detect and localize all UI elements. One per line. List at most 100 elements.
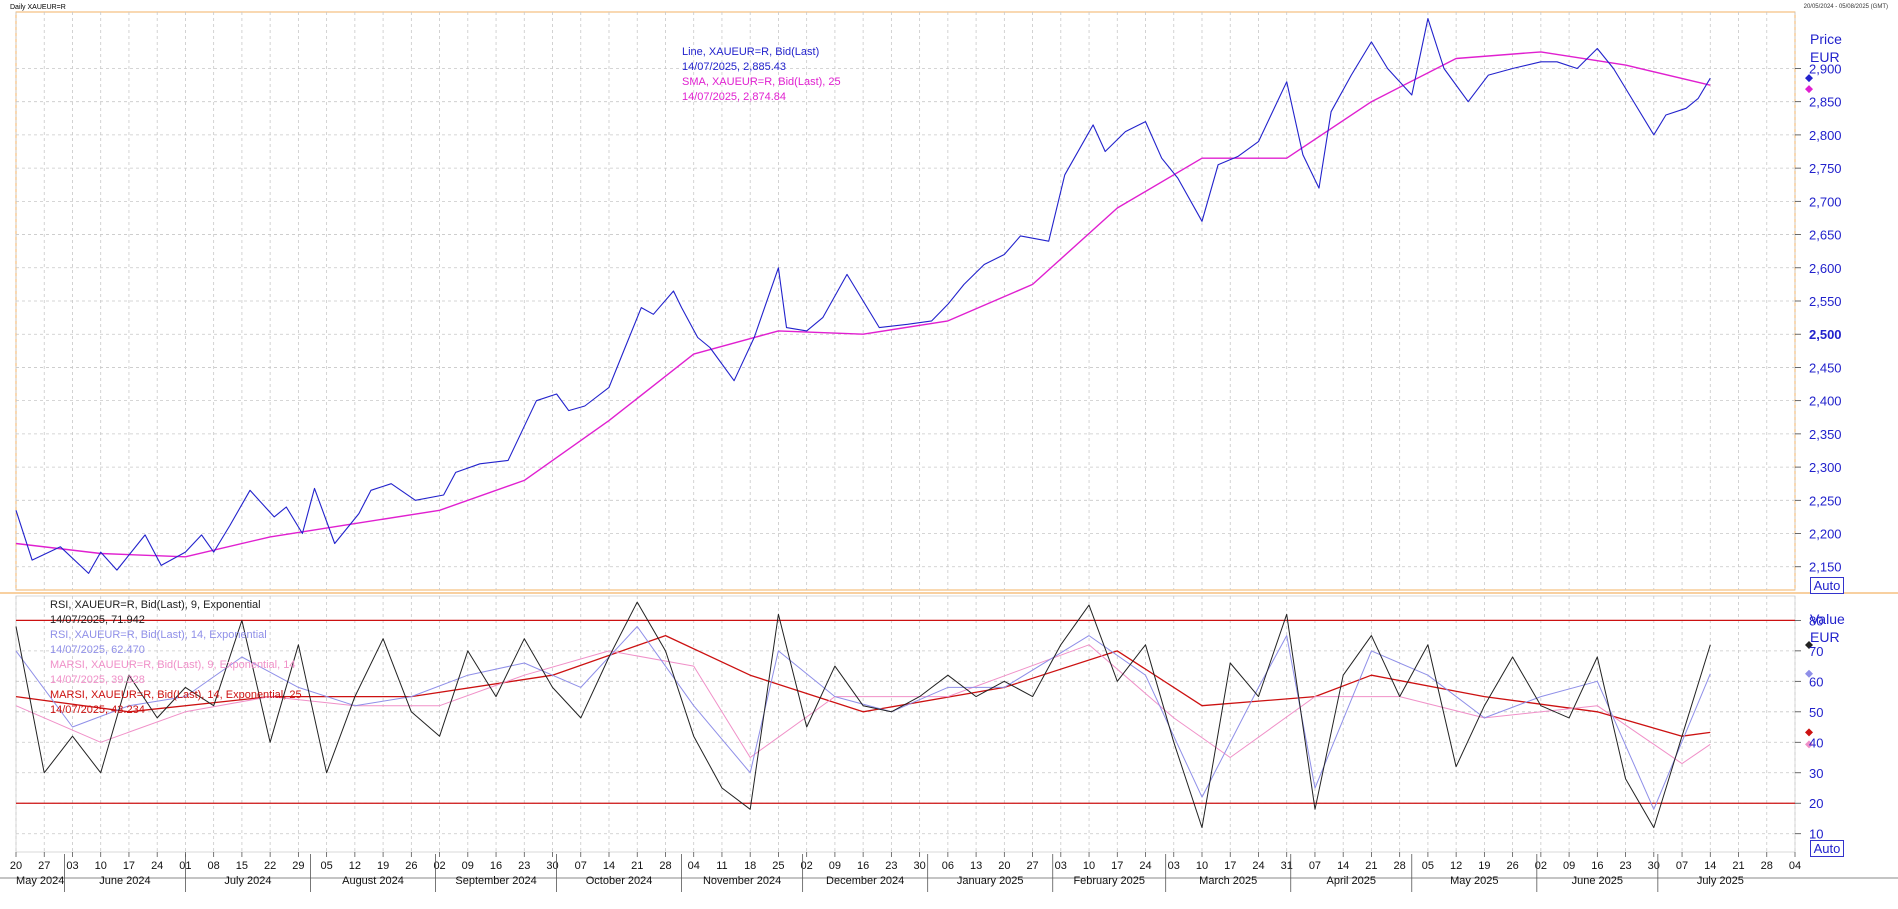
x-day-label: 18 [744,860,756,872]
x-day-label: 10 [1083,860,1095,872]
x-day-label: 05 [320,860,332,872]
x-day-label: 27 [1026,860,1038,872]
x-day-label: 21 [631,860,643,872]
price-tick-label: 2,850 [1809,95,1842,110]
rsi-bands [16,619,1795,804]
price-legend-entry: 14/07/2025, 2,885.43 [682,61,786,73]
x-day-label: 26 [1506,860,1518,872]
x-day-label: 06 [942,860,954,872]
price-tick-label: 2,300 [1809,460,1842,475]
price-last-marker [1805,74,1813,83]
x-day-label: 29 [292,860,304,872]
x-month-label: July 2024 [224,875,271,887]
x-day-label: 14 [1704,860,1716,872]
rsi-legend-entry: 14/07/2025, 71.942 [50,614,145,626]
x-day-label: 03 [66,860,78,872]
x-day-label: 24 [151,860,163,872]
price-auto-button[interactable]: Auto [1810,577,1844,594]
price-tick-label: 2,900 [1809,61,1842,76]
rsi-legend-entry: 14/07/2025, 62.470 [50,644,145,656]
price-axis-unit: EUR [1810,49,1840,65]
x-month-label: August 2024 [342,875,404,887]
x-axis-ticks: 20 27 03 10 17 24 01 08 15 22 29 05 12 19 26 02 09 16 23 30… [10,852,1801,892]
price-tick-label: 2,450 [1809,360,1842,375]
price-tick-label: 2,800 [1809,128,1842,143]
x-day-label: 17 [1111,860,1123,872]
x-month-label: November 2024 [703,875,781,887]
x-day-label: 04 [1789,860,1801,872]
price-tick-label: 2,200 [1809,527,1842,542]
x-day-label: 26 [405,860,417,872]
x-month-label: April 2025 [1326,875,1376,887]
price-tick-label: 2,400 [1809,394,1842,409]
price-tick-label: 2,250 [1809,493,1842,508]
x-day-label: 14 [603,860,615,872]
x-month-label: June 2024 [99,875,150,887]
x-day-label: 03 [1168,860,1180,872]
x-day-label: 16 [490,860,502,872]
x-month-label: September 2024 [455,875,536,887]
x-day-label: 12 [349,860,361,872]
price-axis-title: Price [1810,31,1842,47]
x-day-label: 16 [857,860,869,872]
x-day-label: 30 [913,860,925,872]
x-day-label: 24 [1139,860,1151,872]
x-day-label: 08 [208,860,220,872]
rsi-tick-label: 30 [1809,766,1823,781]
rsi-tick-label: 20 [1809,796,1823,811]
x-day-label: 14 [1337,860,1349,872]
x-day-label: 20 [998,860,1010,872]
rsi-legend-entry: RSI, XAUEUR=R, Bid(Last), 14, Exponentia… [50,629,267,641]
x-month-label: June 2025 [1572,875,1623,887]
last-value-markers [1805,74,1813,749]
rsi-tick-label: 60 [1809,674,1823,689]
price-tick-label: 2,350 [1809,427,1842,442]
chart-date-range: 20/05/2024 - 05/08/2025 (GMT) [1803,4,1888,10]
chart-window-title: Daily XAUEUR=R [10,4,66,11]
x-day-label: 02 [433,860,445,872]
x-day-label: 23 [885,860,897,872]
rsi-auto-button[interactable]: Auto [1810,840,1844,857]
x-day-label: 20 [10,860,22,872]
series-lines [15,18,1711,829]
x-month-label: December 2024 [826,875,904,887]
x-month-label: October 2024 [586,875,653,887]
x-day-label: 19 [377,860,389,872]
sma-last-marker [1805,85,1813,94]
price-legend-entry: SMA, XAUEUR=R, Bid(Last), 25 [682,76,841,88]
price-tick-label: 2,700 [1809,194,1842,209]
x-day-label: 09 [829,860,841,872]
x-day-label: 02 [801,860,813,872]
x-day-label: 23 [518,860,530,872]
x-day-label: 10 [95,860,107,872]
x-day-label: 17 [123,860,135,872]
x-day-label: 19 [1478,860,1490,872]
price-legend-entry: Line, XAUEUR=R, Bid(Last) [682,46,819,58]
x-day-label: 28 [1394,860,1406,872]
x-day-label: 13 [970,860,982,872]
rsi-axis-unit: EUR [1810,629,1840,645]
price-tick-label: 2,600 [1809,261,1842,276]
x-day-label: 07 [1309,860,1321,872]
rsi-panel-frame [15,595,1796,853]
x-day-label: 07 [575,860,587,872]
x-day-label: 15 [236,860,248,872]
rsi-legend-entry: 14/07/2025, 43.234 [50,704,145,716]
rsi-legend-entry: MARSI, XAUEUR=R, Bid(Last), 14, Exponent… [50,689,302,701]
price-tick-label: 2,500 [1809,327,1842,342]
rsi-tick-label: 50 [1809,705,1823,720]
x-day-label: 02 [1535,860,1547,872]
x-day-label: 21 [1365,860,1377,872]
x-day-label: 27 [38,860,50,872]
x-month-label: February 2025 [1073,875,1145,887]
x-month-label: March 2025 [1199,875,1257,887]
price-tick-label: 2,550 [1809,294,1842,309]
x-day-label: 05 [1422,860,1434,872]
marsi9-last-marker [1805,740,1813,749]
rsi-legend-entry: 14/07/2025, 39.328 [50,674,145,686]
price-legend-entry: 14/07/2025, 2,874.84 [682,91,786,103]
x-day-label: 23 [1619,860,1631,872]
y-axis-ticks: 2,150 2,200 2,250 2,300 2,350 2,400 2,450 2,500… [1795,31,1845,842]
grid-lines [15,12,1796,852]
